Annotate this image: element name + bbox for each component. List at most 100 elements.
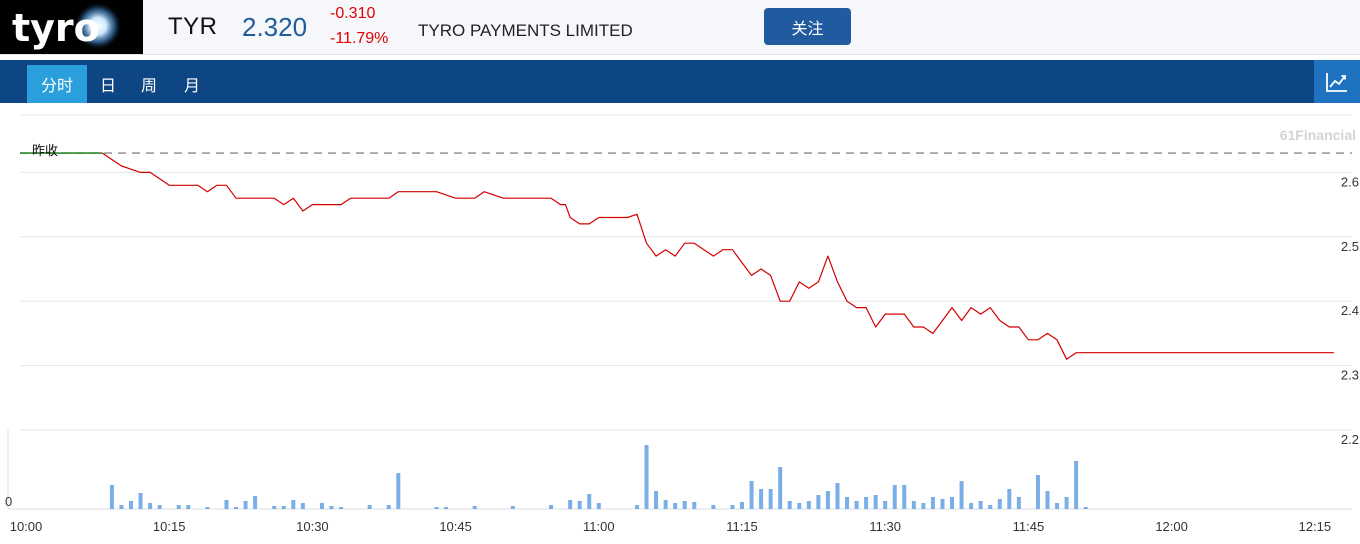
volume-bar — [109, 485, 114, 509]
volume-bar — [759, 489, 764, 509]
x-tick-label: 12:00 — [1155, 519, 1188, 534]
volume-bar — [978, 501, 983, 509]
x-tick-label: 11:45 — [1013, 519, 1045, 534]
volume-bar — [1074, 461, 1079, 509]
volume-bar — [186, 505, 191, 509]
volume-bar — [444, 507, 449, 509]
volume-bar — [902, 485, 907, 509]
volume-bar — [1035, 475, 1040, 509]
volume-bar — [129, 501, 134, 509]
volume-bar — [224, 500, 229, 509]
volume-bar — [997, 499, 1002, 509]
volume-bar — [969, 503, 974, 509]
quote-header: tyro TYR 2.320 -0.310 -11.79% TYRO PAYME… — [0, 0, 1360, 55]
volume-bar — [205, 507, 210, 509]
volume-bar — [835, 483, 840, 509]
volume-bar — [234, 507, 239, 509]
volume-bar — [396, 473, 401, 509]
volume-bar — [873, 495, 878, 509]
volume-bar — [281, 506, 286, 509]
price-line — [102, 152, 1334, 360]
volume-bar — [1083, 507, 1088, 509]
x-tick-label: 11:15 — [726, 519, 758, 534]
volume-bar — [673, 503, 678, 509]
volume-bar — [329, 506, 334, 509]
volume-bar — [768, 489, 773, 509]
y-tick-label: 2.4 — [1341, 303, 1359, 318]
volume-bar — [300, 503, 305, 509]
volume-bar — [291, 500, 296, 509]
volume-bar — [730, 505, 735, 509]
volume-bar — [883, 501, 888, 509]
last-price: 2.320 — [242, 12, 308, 42]
chart-toggle-button[interactable] — [1314, 60, 1360, 103]
y-tick-label: 2.2 — [1341, 432, 1359, 447]
volume-bar — [644, 445, 649, 509]
volume-bar — [892, 485, 897, 509]
volume-bar — [806, 501, 811, 509]
x-tick-label: 12:15 — [1299, 519, 1332, 534]
tab-monthly[interactable]: 月 — [183, 76, 200, 95]
volume-bars — [109, 445, 1088, 509]
price-series-line — [102, 152, 1334, 360]
logo-text: tyro — [12, 6, 100, 50]
y-tick-label: 2.3 — [1341, 368, 1359, 383]
volume-bar — [434, 507, 439, 509]
price-change: -0.310 — [330, 5, 376, 22]
volume-bar — [988, 505, 993, 509]
x-tick-label: 10:30 — [296, 519, 329, 534]
volume-bar — [950, 497, 955, 509]
period-tab-bar: 分时 日 周 月 — [0, 60, 1360, 103]
volume-bar — [816, 495, 821, 509]
volume-bar — [119, 505, 124, 509]
prev-close-label: 昨收 — [32, 144, 58, 159]
volume-bar — [157, 505, 162, 509]
chart-grid — [7, 114, 1352, 510]
watermark: 61Financial — [1280, 127, 1356, 143]
tab-intraday[interactable]: 分时 — [27, 65, 87, 103]
tab-weekly[interactable]: 周 — [140, 76, 157, 95]
volume-bar — [911, 501, 916, 509]
tab-daily[interactable]: 日 — [99, 76, 116, 95]
volume-axis-label: 0 — [5, 494, 12, 509]
tyro-logo: tyro — [0, 0, 143, 54]
x-axis-ticks: 10:00 10:15 10:30 10:45 11:00 11:15 11:30 11:45… — [10, 519, 1331, 534]
volume-bar — [959, 481, 964, 509]
volume-bar — [864, 497, 869, 509]
volume-bar — [253, 496, 258, 509]
volume-bar — [825, 491, 830, 509]
volume-bar — [797, 503, 802, 509]
volume-bar — [634, 505, 639, 509]
price-change-percent: -11.79% — [330, 30, 389, 47]
x-tick-label: 11:00 — [583, 519, 615, 534]
volume-bar — [568, 500, 573, 509]
volume-bar — [749, 481, 754, 509]
line-chart-icon — [1326, 72, 1347, 92]
volume-bar — [176, 505, 181, 509]
volume-bar — [940, 499, 945, 509]
volume-bar — [787, 501, 792, 509]
volume-bar — [711, 505, 716, 509]
volume-bar — [148, 503, 153, 509]
follow-button[interactable]: 关注 — [764, 8, 851, 45]
volume-bar — [243, 501, 248, 509]
volume-bar — [339, 507, 344, 509]
volume-bar — [854, 501, 859, 509]
volume-bar — [663, 500, 668, 509]
intraday-chart: 2.6 2.5 2.4 2.3 2.2 10:00 10:15 10:30 10:45 11:0… — [5, 114, 1359, 534]
volume-bar — [1045, 491, 1050, 509]
x-tick-label: 10:00 — [10, 519, 43, 534]
volume-bar — [682, 501, 687, 509]
volume-bar — [272, 506, 277, 509]
volume-bar — [587, 494, 592, 509]
volume-bar — [577, 501, 582, 509]
volume-bar — [1064, 497, 1069, 509]
volume-bar — [740, 502, 744, 509]
company-name: TYRO PAYMENTS LIMITED — [418, 21, 633, 40]
volume-bar — [1055, 503, 1060, 509]
volume-bar — [778, 467, 783, 509]
volume-bar — [1007, 489, 1012, 509]
volume-bar — [549, 505, 554, 509]
volume-bar — [319, 503, 324, 509]
y-axis-ticks: 2.6 2.5 2.4 2.3 2.2 — [1341, 174, 1359, 447]
